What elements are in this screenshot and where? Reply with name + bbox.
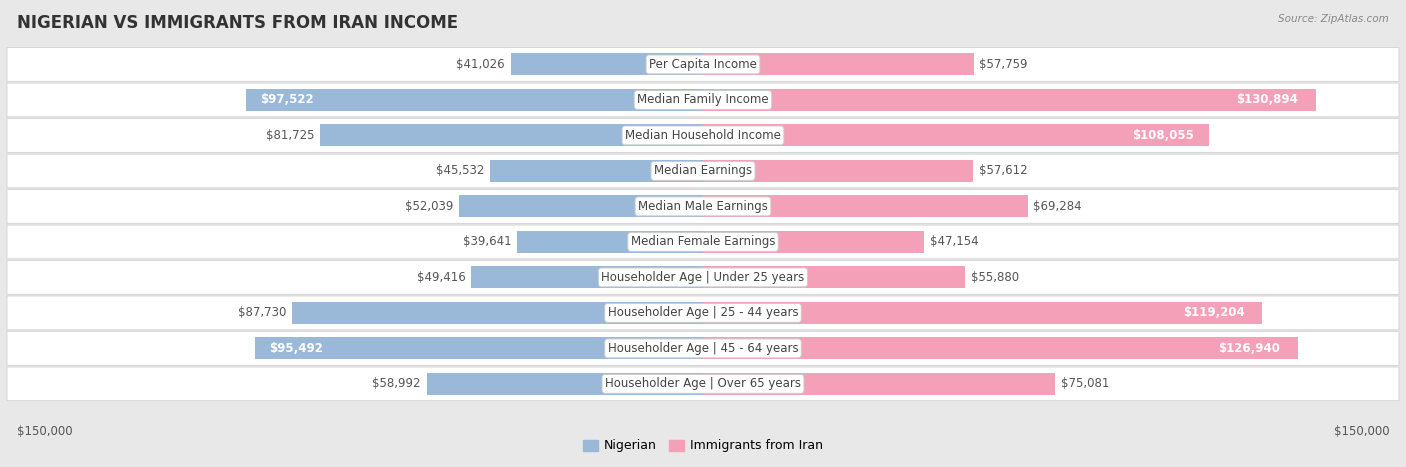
Text: $150,000: $150,000 — [17, 425, 73, 439]
Bar — [517, 231, 703, 253]
FancyBboxPatch shape — [7, 190, 1399, 223]
Bar — [703, 195, 1028, 218]
FancyBboxPatch shape — [7, 83, 1399, 117]
FancyBboxPatch shape — [7, 225, 1399, 259]
Text: Median Family Income: Median Family Income — [637, 93, 769, 106]
Bar — [703, 231, 924, 253]
Text: $97,522: $97,522 — [260, 93, 314, 106]
Text: $95,492: $95,492 — [269, 342, 323, 355]
Bar — [246, 89, 703, 111]
Text: $55,880: $55,880 — [970, 271, 1018, 284]
Text: $58,992: $58,992 — [373, 377, 420, 390]
Bar — [460, 195, 703, 218]
FancyBboxPatch shape — [7, 119, 1399, 152]
Bar — [426, 373, 703, 395]
Text: $87,730: $87,730 — [238, 306, 287, 319]
Text: $47,154: $47,154 — [929, 235, 979, 248]
Text: $52,039: $52,039 — [405, 200, 454, 213]
Bar — [489, 160, 703, 182]
Text: $45,532: $45,532 — [436, 164, 484, 177]
Bar — [321, 124, 703, 147]
Bar — [703, 337, 1298, 360]
Text: $150,000: $150,000 — [1333, 425, 1389, 439]
FancyBboxPatch shape — [7, 332, 1399, 365]
Text: Median Male Earnings: Median Male Earnings — [638, 200, 768, 213]
Bar — [703, 160, 973, 182]
Text: $57,759: $57,759 — [980, 58, 1028, 71]
Text: $119,204: $119,204 — [1184, 306, 1244, 319]
Text: Householder Age | 25 - 44 years: Householder Age | 25 - 44 years — [607, 306, 799, 319]
Bar — [703, 266, 965, 289]
FancyBboxPatch shape — [7, 296, 1399, 330]
Bar — [292, 302, 703, 324]
Text: Per Capita Income: Per Capita Income — [650, 58, 756, 71]
Bar — [471, 266, 703, 289]
Text: $39,641: $39,641 — [463, 235, 512, 248]
Bar — [703, 373, 1054, 395]
Text: Median Female Earnings: Median Female Earnings — [631, 235, 775, 248]
Text: Householder Age | Under 25 years: Householder Age | Under 25 years — [602, 271, 804, 284]
Text: Source: ZipAtlas.com: Source: ZipAtlas.com — [1278, 14, 1389, 24]
Bar — [703, 302, 1261, 324]
Text: Median Household Income: Median Household Income — [626, 129, 780, 142]
Bar — [703, 53, 974, 76]
Text: Householder Age | 45 - 64 years: Householder Age | 45 - 64 years — [607, 342, 799, 355]
Text: $69,284: $69,284 — [1033, 200, 1083, 213]
Text: $41,026: $41,026 — [457, 58, 505, 71]
Text: $81,725: $81,725 — [266, 129, 315, 142]
Text: NIGERIAN VS IMMIGRANTS FROM IRAN INCOME: NIGERIAN VS IMMIGRANTS FROM IRAN INCOME — [17, 14, 458, 32]
Text: Median Earnings: Median Earnings — [654, 164, 752, 177]
Text: $130,894: $130,894 — [1236, 93, 1298, 106]
Text: $49,416: $49,416 — [418, 271, 465, 284]
Text: Householder Age | Over 65 years: Householder Age | Over 65 years — [605, 377, 801, 390]
Bar — [256, 337, 703, 360]
FancyBboxPatch shape — [7, 367, 1399, 401]
Bar — [703, 124, 1209, 147]
Legend: Nigerian, Immigrants from Iran: Nigerian, Immigrants from Iran — [578, 434, 828, 458]
FancyBboxPatch shape — [7, 261, 1399, 294]
Text: $108,055: $108,055 — [1132, 129, 1194, 142]
FancyBboxPatch shape — [7, 154, 1399, 188]
FancyBboxPatch shape — [7, 48, 1399, 81]
Text: $126,940: $126,940 — [1218, 342, 1279, 355]
Text: $57,612: $57,612 — [979, 164, 1028, 177]
Bar — [510, 53, 703, 76]
Text: $75,081: $75,081 — [1060, 377, 1109, 390]
Bar — [703, 89, 1316, 111]
